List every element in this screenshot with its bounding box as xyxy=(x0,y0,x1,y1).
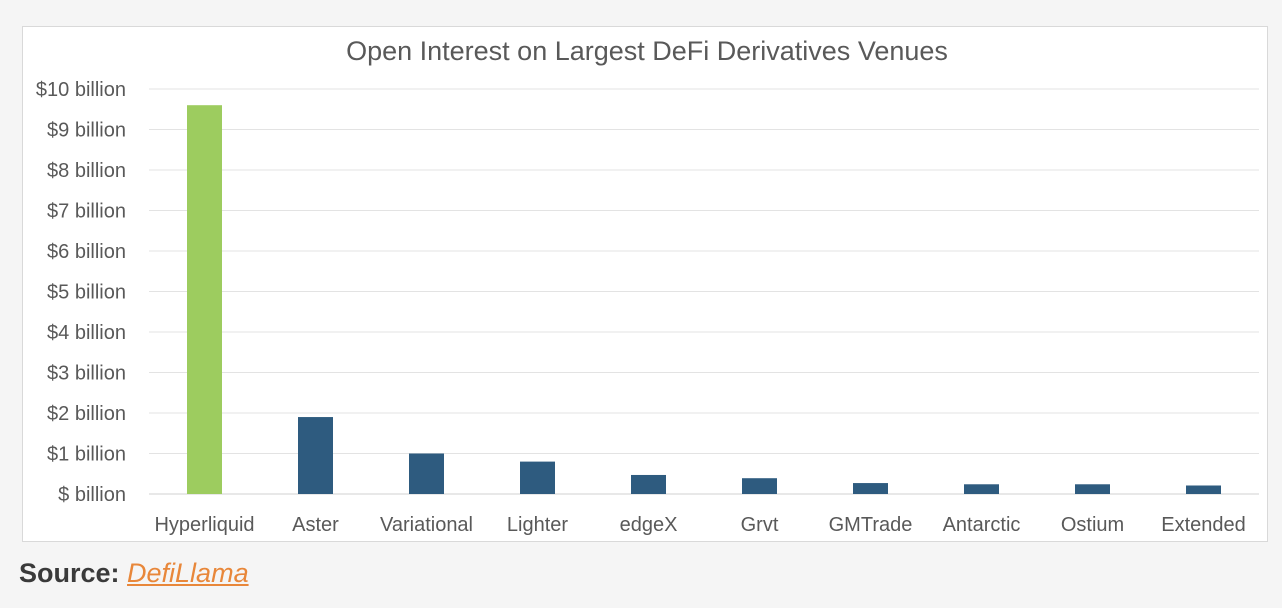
gridlines xyxy=(149,88,1259,495)
x-tick-label: Lighter xyxy=(507,514,568,536)
bar-extended xyxy=(1186,485,1221,494)
x-tick-label: Ostium xyxy=(1061,514,1124,536)
x-tick-label: Extended xyxy=(1161,514,1246,536)
y-tick-label: $2 billion xyxy=(47,403,126,425)
y-axis-tick-labels: $ billion $1 billion $2 billion $3 billion $… xyxy=(36,79,126,506)
y-tick-label: $7 billion xyxy=(47,201,126,223)
bar-variational xyxy=(409,453,444,494)
bar-aster xyxy=(298,417,333,494)
bar-ostium xyxy=(1075,484,1110,494)
bars xyxy=(187,105,1221,494)
bar-hyperliquid xyxy=(187,105,222,494)
source-link[interactable]: DefiLlama xyxy=(127,558,249,588)
chart-frame: Open Interest on Largest DeFi Derivative… xyxy=(22,26,1268,542)
bar-grvt xyxy=(742,478,777,494)
y-tick-label: $6 billion xyxy=(47,241,126,263)
y-tick-label: $9 billion xyxy=(47,120,126,142)
y-tick-label: $1 billion xyxy=(47,444,126,466)
source-label: Source: xyxy=(19,558,128,588)
bar-edgex xyxy=(631,474,666,494)
x-tick-label: Aster xyxy=(292,514,339,536)
source-line: Source: DefiLlama xyxy=(19,558,249,589)
bar-gmtrade xyxy=(853,483,888,494)
x-tick-label: Variational xyxy=(380,514,473,536)
y-tick-label: $ billion xyxy=(58,484,126,506)
bar-antarctic xyxy=(964,484,999,494)
x-axis-tick-labels: Hyperliquid Aster Variational Lighter edgeX G… xyxy=(154,514,1245,536)
x-tick-label: GMTrade xyxy=(829,514,913,536)
x-tick-label: Grvt xyxy=(741,514,779,536)
bar-lighter xyxy=(520,461,555,494)
y-tick-label: $8 billion xyxy=(47,160,126,182)
x-tick-label: Hyperliquid xyxy=(154,514,254,536)
bar-chart: Open Interest on Largest DeFi Derivative… xyxy=(36,36,1259,536)
y-tick-label: $4 billion xyxy=(47,322,126,344)
x-tick-label: edgeX xyxy=(620,514,678,536)
chart-title: Open Interest on Largest DeFi Derivative… xyxy=(346,36,948,66)
y-tick-label: $3 billion xyxy=(47,363,126,385)
x-tick-label: Antarctic xyxy=(943,514,1021,536)
y-tick-label: $5 billion xyxy=(47,282,126,304)
y-tick-label: $10 billion xyxy=(36,79,126,101)
